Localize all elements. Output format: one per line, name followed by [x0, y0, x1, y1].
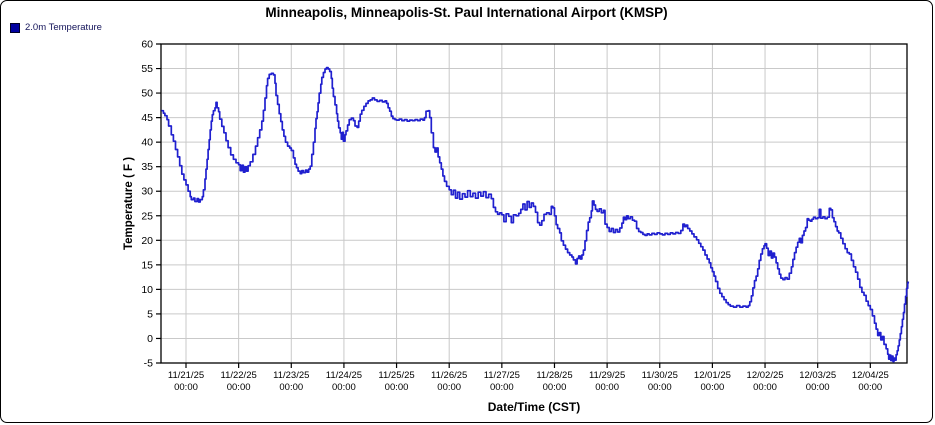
page-title: Minneapolis, Minneapolis-St. Paul Intern…: [265, 5, 668, 20]
x-tick-time: 00:00: [332, 382, 356, 393]
y-tick-label: 25: [141, 210, 153, 222]
x-axis-title: Date/Time (CST): [488, 400, 580, 414]
x-tick-time: 00:00: [753, 382, 777, 393]
x-tick-date: 12/02/25: [747, 370, 784, 381]
y-tick-label: 50: [141, 88, 153, 100]
x-tick-date: 11/28/25: [536, 370, 572, 381]
x-tick-labels: 11/21/2500:0011/22/2500:0011/23/2500:001…: [168, 370, 889, 393]
y-tick-label: 0: [147, 333, 153, 345]
x-tick-time: 00:00: [595, 382, 619, 393]
y-tick-label: 5: [147, 308, 153, 320]
x-tick-date: 11/23/25: [273, 370, 309, 381]
x-tick-time: 00:00: [701, 382, 725, 393]
x-tick-date: 12/04/25: [852, 370, 889, 381]
y-tick-label: 55: [141, 63, 153, 75]
x-tick-date: 12/03/25: [799, 370, 836, 381]
y-tick-label: 60: [141, 39, 153, 51]
x-tick-date: 11/21/25: [168, 370, 204, 381]
x-tick-date: 11/24/25: [326, 370, 362, 381]
y-tick-label: 15: [141, 259, 153, 271]
x-tick-time: 00:00: [543, 382, 567, 393]
x-tick-time: 00:00: [806, 382, 830, 393]
y-tick-label: 40: [141, 137, 153, 149]
y-tick-label: 10: [141, 284, 153, 296]
axis-ticks: [156, 43, 871, 368]
x-tick-date: 11/25/25: [378, 370, 414, 381]
temperature-series-swatch-icon: [10, 22, 20, 33]
y-tick-label: -5: [144, 358, 153, 370]
plot-frame: [160, 43, 908, 364]
x-tick-time: 00:00: [279, 382, 303, 393]
y-tick-label: 45: [141, 112, 153, 124]
gridlines: [161, 44, 907, 363]
x-tick-time: 00:00: [227, 382, 251, 393]
y-axis-title: Temperature ( F ): [123, 157, 135, 250]
legend: 2.0m Temperature: [10, 22, 102, 33]
temperature-series-label: 2.0m Temperature: [25, 22, 102, 33]
x-tick-time: 00:00: [385, 382, 409, 393]
x-tick-time: 00:00: [858, 382, 882, 393]
x-tick-date: 11/30/25: [642, 370, 678, 381]
x-tick-time: 00:00: [174, 382, 198, 393]
y-tick-label: 20: [141, 235, 153, 247]
x-tick-time: 00:00: [648, 382, 672, 393]
x-tick-date: 11/22/25: [220, 370, 256, 381]
x-tick-date: 11/27/25: [484, 370, 520, 381]
temperature-series-line: [161, 66, 910, 363]
y-tick-label: 30: [141, 186, 153, 198]
x-tick-time: 00:00: [490, 382, 514, 393]
y-tick-label: 35: [141, 161, 153, 173]
x-tick-time: 00:00: [437, 382, 461, 393]
x-tick-date: 11/26/25: [431, 370, 467, 381]
x-tick-date: 11/29/25: [589, 370, 625, 381]
x-tick-date: 12/01/25: [694, 370, 731, 381]
